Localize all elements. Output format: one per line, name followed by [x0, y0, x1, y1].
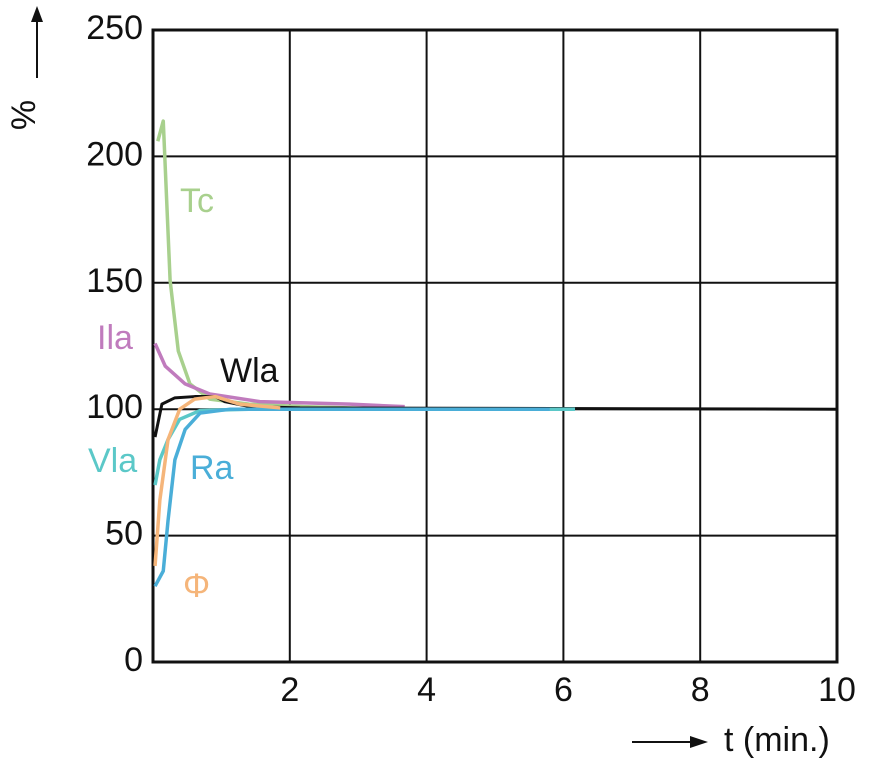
- series-label: Tc: [180, 182, 214, 220]
- x-tick-label: 8: [691, 671, 710, 709]
- y-tick-label: 100: [86, 388, 143, 426]
- x-tick-label: 2: [280, 671, 299, 709]
- y-tick-label: 150: [86, 262, 143, 300]
- y-tick-label: 200: [86, 135, 143, 173]
- series-label: Vla: [88, 442, 137, 480]
- series-line: [153, 394, 281, 567]
- y-axis-label: %: [5, 6, 43, 130]
- series-line: [156, 119, 393, 411]
- x-label: t (min.): [724, 721, 830, 759]
- x-arrow-head: [690, 736, 708, 748]
- series-label: Ila: [97, 319, 133, 357]
- series-label: Wla: [220, 352, 279, 390]
- x-tick-label: 10: [818, 671, 856, 709]
- y-arrow-head: [31, 6, 43, 22]
- series-label: Ra: [190, 449, 234, 487]
- y-label: %: [5, 100, 43, 130]
- series-label: Φ: [183, 567, 210, 605]
- y-tick-label: 0: [124, 641, 143, 679]
- y-tick-label: 250: [86, 9, 143, 47]
- series-line: [153, 407, 550, 587]
- x-tick-label: 6: [554, 671, 573, 709]
- series-line: [153, 342, 405, 409]
- plot-frame: [151, 28, 839, 664]
- x-tick-label: 4: [417, 671, 436, 709]
- x-axis-label: t (min.): [632, 721, 830, 759]
- y-tick-label: 50: [105, 515, 143, 553]
